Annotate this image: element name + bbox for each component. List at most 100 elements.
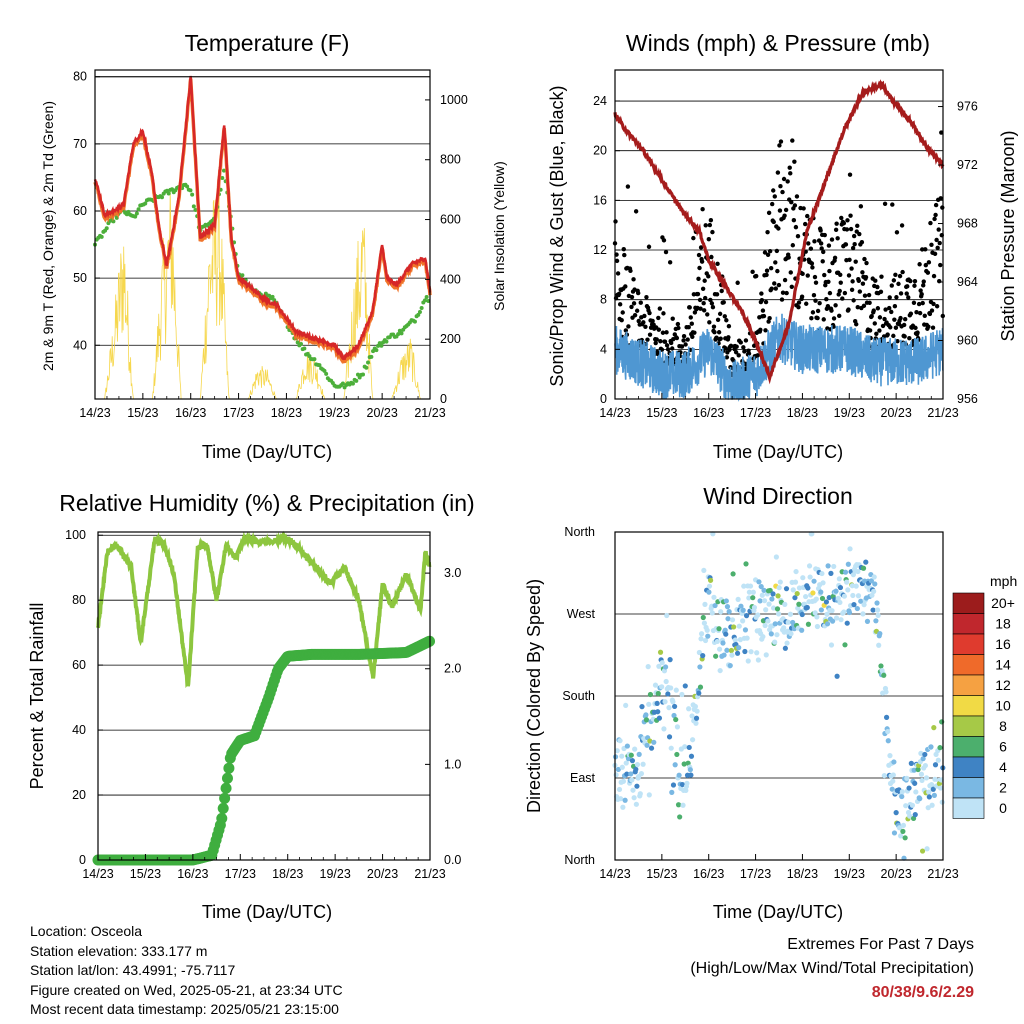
gust-point <box>772 281 777 286</box>
gust-point <box>793 224 799 230</box>
gust-point <box>746 351 752 356</box>
direction-point <box>685 760 691 766</box>
direction-point <box>763 607 769 613</box>
gust-point <box>848 213 853 218</box>
gust-point <box>696 276 701 282</box>
gust-point <box>894 295 899 300</box>
gust-point <box>843 242 849 247</box>
gust-point <box>776 282 782 288</box>
direction-point <box>640 761 646 767</box>
gust-point <box>895 339 900 344</box>
direction-point <box>663 664 669 670</box>
gust-point <box>887 295 892 300</box>
direction-point <box>841 609 847 615</box>
direction-point <box>782 645 788 651</box>
gust-point <box>845 218 850 223</box>
gust-point <box>698 245 704 250</box>
gust-point <box>927 311 933 317</box>
direction-point <box>828 570 834 576</box>
direction-point <box>668 745 674 751</box>
direction-point <box>702 601 708 607</box>
direction-point <box>837 584 844 591</box>
dewpoint-point <box>193 207 198 212</box>
gust-point <box>661 311 666 316</box>
direction-point <box>772 639 778 645</box>
plot-frame <box>94 69 431 400</box>
gust-point <box>810 310 816 315</box>
dewpoint-point <box>399 331 404 336</box>
gust-point <box>801 206 806 211</box>
x-tick-label: 18/23 <box>787 406 818 420</box>
direction-point <box>620 778 627 784</box>
direction-point <box>656 663 662 669</box>
gust-point <box>862 256 867 262</box>
gust-point <box>763 299 769 305</box>
direction-point <box>674 751 680 758</box>
gust-point <box>936 227 941 232</box>
gust-point <box>726 335 731 340</box>
gust-point <box>912 278 918 284</box>
gust-point <box>826 279 831 284</box>
x-tick-label: 14/23 <box>599 406 630 420</box>
direction-point <box>747 583 754 589</box>
direction-point <box>638 771 645 777</box>
y-tick-label: South <box>562 689 595 703</box>
gust-point <box>908 311 914 316</box>
x-tick-label: 14/23 <box>599 867 630 881</box>
direction-point <box>643 717 650 723</box>
gust-point <box>702 278 707 283</box>
precip-point <box>220 782 232 794</box>
direction-point <box>823 599 830 605</box>
gust-point <box>767 315 772 321</box>
gust-point <box>887 305 892 311</box>
direction-point <box>890 772 896 778</box>
direction-point <box>784 640 790 646</box>
gust-point <box>792 203 798 208</box>
direction-point <box>701 620 708 626</box>
gust-point <box>782 213 787 218</box>
direction-point <box>743 561 749 567</box>
gust-point <box>920 300 925 306</box>
direction-point <box>737 637 743 643</box>
x-tick-label: 17/23 <box>225 867 256 881</box>
temperature-ylabel: 2m & 9m T (Red, Orange) & 2m Td (Green) <box>40 101 56 371</box>
legend-label: 0 <box>999 800 1007 816</box>
direction-point <box>855 568 861 575</box>
gust-point <box>919 247 925 252</box>
y-tick-label: 40 <box>72 723 86 737</box>
direction-point <box>870 607 876 613</box>
direction-point <box>629 758 636 764</box>
y-tick-label: North <box>564 525 595 539</box>
gust-point <box>768 265 774 271</box>
gust-point <box>827 268 832 274</box>
direction-point <box>761 587 767 593</box>
direction-point <box>728 647 734 654</box>
direction-point <box>636 751 642 757</box>
direction-point <box>761 598 768 604</box>
gust-point <box>662 339 668 344</box>
direction-point <box>919 848 926 854</box>
dewpoint-point <box>133 214 138 219</box>
direction-point <box>639 704 645 710</box>
gust-point <box>871 308 876 313</box>
figure-created: Figure created on Wed, 2025-05-21, at 23… <box>30 981 343 998</box>
direction-point <box>925 805 931 811</box>
direction-point <box>624 743 630 749</box>
gust-point <box>812 239 817 244</box>
gust-point <box>674 335 680 341</box>
gust-point <box>620 310 625 315</box>
y-tick-label: 20 <box>72 788 86 802</box>
direction-point <box>837 599 843 606</box>
gust-point <box>615 271 621 276</box>
precip-point <box>219 792 231 804</box>
direction-point <box>768 631 774 637</box>
gust-point <box>867 328 873 333</box>
gust-point <box>750 269 755 275</box>
direction-point <box>682 683 688 689</box>
gust-point <box>860 270 865 275</box>
gust-point <box>796 300 802 305</box>
extremes-subtitle: (High/Low/Max Wind/Total Precipitation) <box>690 960 974 977</box>
direction-point <box>741 583 747 589</box>
direction-point <box>729 617 736 623</box>
